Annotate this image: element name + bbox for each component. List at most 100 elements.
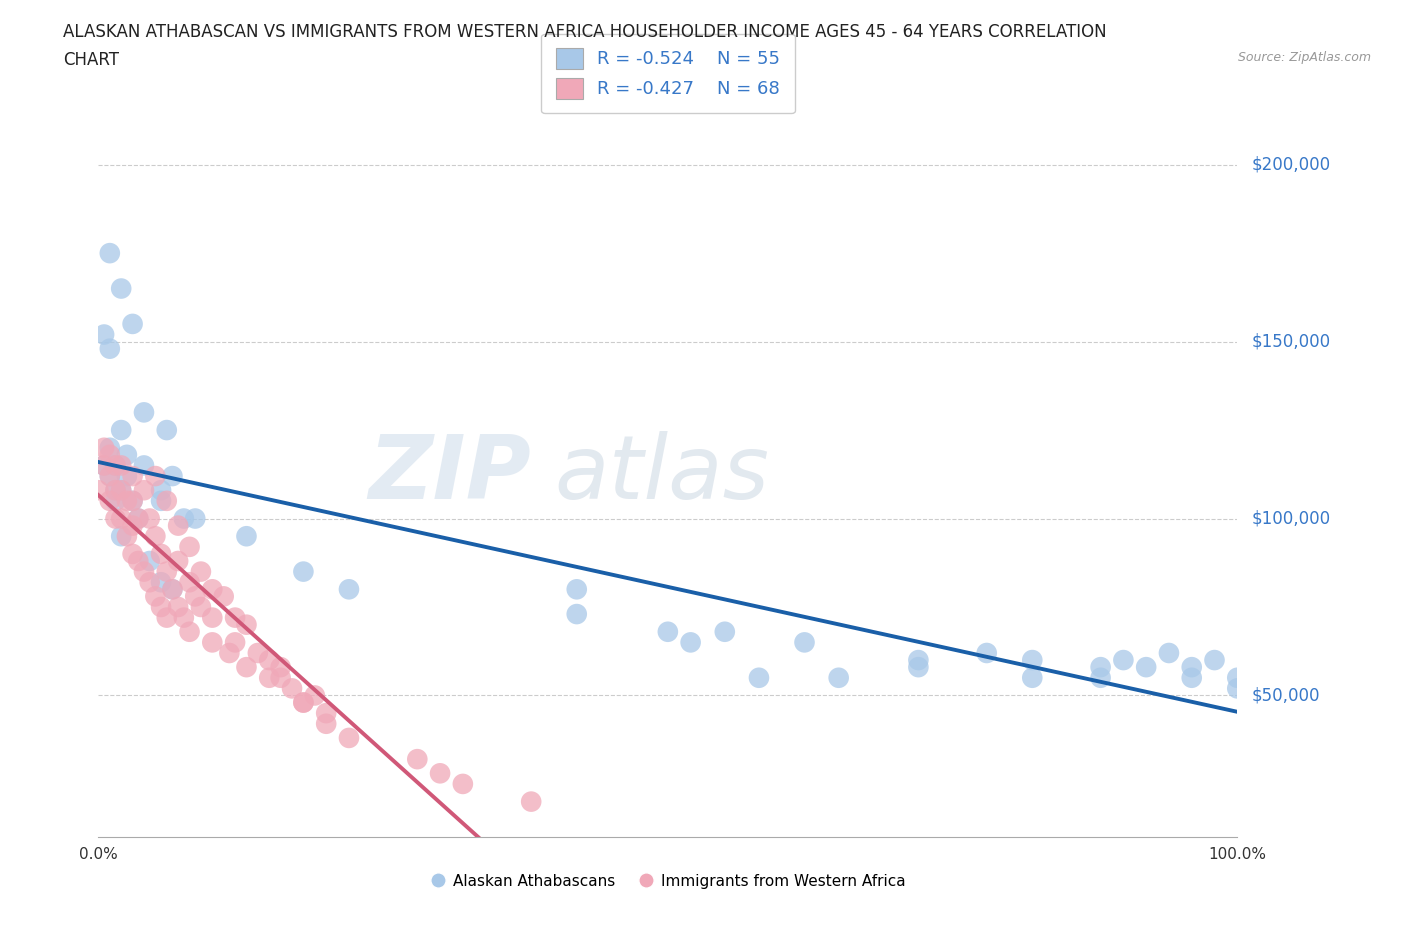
Point bbox=[270, 671, 292, 685]
Point bbox=[110, 512, 132, 526]
Point bbox=[235, 618, 257, 632]
Point bbox=[121, 518, 143, 533]
Point bbox=[115, 529, 138, 544]
Point bbox=[565, 606, 588, 621]
Point bbox=[1157, 645, 1180, 660]
Point bbox=[1226, 671, 1249, 685]
Point bbox=[156, 422, 179, 437]
Point bbox=[93, 458, 115, 472]
Point bbox=[98, 341, 121, 356]
Point bbox=[246, 645, 269, 660]
Point bbox=[259, 653, 281, 668]
Text: atlas: atlas bbox=[554, 432, 769, 517]
Point bbox=[184, 589, 207, 604]
Text: ALASKAN ATHABASCAN VS IMMIGRANTS FROM WESTERN AFRICA HOUSEHOLDER INCOME AGES 45 : ALASKAN ATHABASCAN VS IMMIGRANTS FROM WE… bbox=[63, 23, 1107, 41]
Point bbox=[150, 483, 173, 498]
Point bbox=[281, 681, 304, 696]
Point bbox=[292, 695, 315, 710]
Point bbox=[679, 635, 702, 650]
Point bbox=[145, 469, 167, 484]
Point bbox=[104, 483, 127, 498]
Point bbox=[259, 671, 281, 685]
Point bbox=[218, 645, 240, 660]
Point bbox=[1181, 659, 1204, 674]
Point bbox=[110, 529, 132, 544]
Point bbox=[270, 659, 292, 674]
Point bbox=[212, 589, 235, 604]
Point bbox=[315, 716, 337, 731]
Point bbox=[828, 671, 851, 685]
Point bbox=[793, 635, 815, 650]
Point bbox=[93, 458, 115, 472]
Point bbox=[429, 766, 451, 781]
Point bbox=[1021, 671, 1043, 685]
Point bbox=[1181, 671, 1204, 685]
Point bbox=[115, 494, 138, 509]
Point bbox=[156, 494, 179, 509]
Point bbox=[98, 246, 121, 260]
Point bbox=[304, 688, 326, 703]
Point bbox=[121, 494, 143, 509]
Point bbox=[184, 512, 207, 526]
Point bbox=[93, 327, 115, 342]
Point bbox=[179, 539, 201, 554]
Point bbox=[173, 512, 195, 526]
Point bbox=[162, 582, 184, 597]
Point bbox=[138, 575, 160, 590]
Point bbox=[110, 483, 132, 498]
Point bbox=[115, 469, 138, 484]
Legend: Alaskan Athabascans, Immigrants from Western Africa: Alaskan Athabascans, Immigrants from Wes… bbox=[425, 868, 911, 895]
Point bbox=[127, 553, 149, 568]
Point bbox=[1135, 659, 1157, 674]
Point bbox=[201, 635, 224, 650]
Point bbox=[121, 494, 143, 509]
Text: $150,000: $150,000 bbox=[1251, 333, 1330, 351]
Point bbox=[121, 547, 143, 562]
Point bbox=[93, 440, 115, 455]
Point bbox=[976, 645, 998, 660]
Point bbox=[173, 610, 195, 625]
Point bbox=[104, 494, 127, 509]
Point bbox=[179, 624, 201, 639]
Point bbox=[110, 422, 132, 437]
Point bbox=[907, 659, 929, 674]
Point bbox=[162, 582, 184, 597]
Point bbox=[121, 316, 143, 331]
Point bbox=[132, 405, 155, 419]
Text: Source: ZipAtlas.com: Source: ZipAtlas.com bbox=[1237, 51, 1371, 64]
Point bbox=[235, 529, 257, 544]
Point bbox=[907, 653, 929, 668]
Point bbox=[292, 565, 315, 579]
Point bbox=[150, 547, 173, 562]
Point bbox=[110, 281, 132, 296]
Point bbox=[145, 529, 167, 544]
Point bbox=[1112, 653, 1135, 668]
Text: $200,000: $200,000 bbox=[1251, 155, 1330, 174]
Point bbox=[1226, 681, 1249, 696]
Point bbox=[150, 600, 173, 615]
Text: CHART: CHART bbox=[63, 51, 120, 69]
Point bbox=[98, 440, 121, 455]
Point bbox=[235, 659, 257, 674]
Point bbox=[714, 624, 737, 639]
Point bbox=[145, 589, 167, 604]
Point bbox=[104, 512, 127, 526]
Point bbox=[451, 777, 474, 791]
Point bbox=[115, 447, 138, 462]
Point bbox=[1021, 653, 1043, 668]
Point bbox=[224, 635, 246, 650]
Point bbox=[127, 512, 149, 526]
Point bbox=[132, 565, 155, 579]
Point bbox=[104, 483, 127, 498]
Point bbox=[520, 794, 543, 809]
Point bbox=[167, 600, 190, 615]
Point bbox=[98, 469, 121, 484]
Point bbox=[337, 582, 360, 597]
Point bbox=[224, 610, 246, 625]
Point bbox=[156, 565, 179, 579]
Point bbox=[1090, 671, 1112, 685]
Point bbox=[98, 447, 121, 462]
Point bbox=[748, 671, 770, 685]
Point bbox=[156, 610, 179, 625]
Point bbox=[201, 610, 224, 625]
